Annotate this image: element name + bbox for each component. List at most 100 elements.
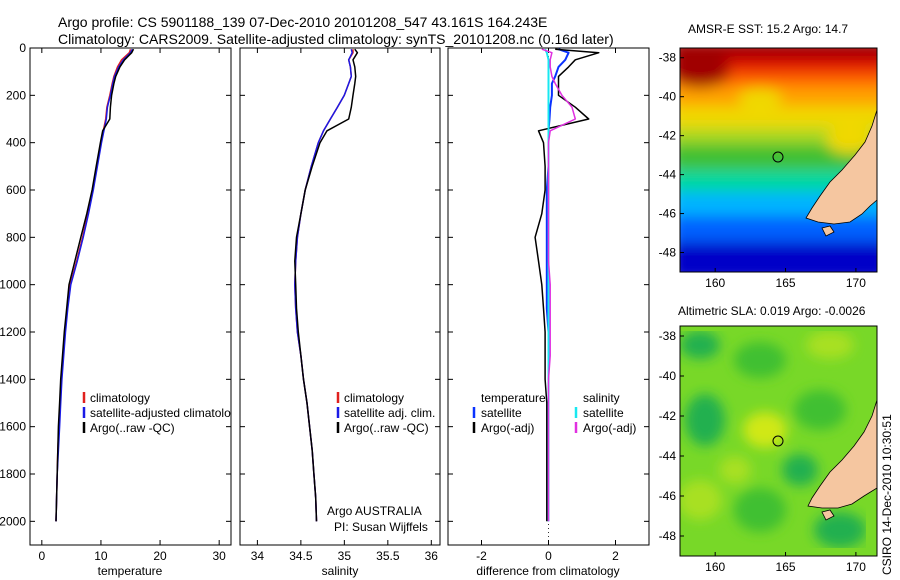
sst-band — [680, 216, 877, 242]
map-y-tick-label: -40 — [659, 369, 677, 383]
sst-map-panel: 160 165 170 -38 -40 -42 -44 -46 -48 — [659, 47, 878, 290]
sla-patch — [794, 390, 846, 430]
map-x-tick-label: 160 — [705, 560, 725, 574]
sla-patch — [743, 412, 787, 448]
sst-warm-patch — [680, 52, 730, 88]
x-tick-label: 2 — [612, 549, 619, 563]
y-tick-label: 200 — [6, 88, 26, 102]
y-tick-label: 1600 — [0, 420, 26, 434]
difference-xlabel: difference from climatology — [476, 564, 619, 578]
y-tick-label: 800 — [6, 230, 26, 244]
y-tick-label: 400 — [6, 136, 26, 150]
map-x-tick-label: 165 — [776, 276, 796, 290]
sst-warm-patch — [738, 88, 782, 108]
figure-title-line-2: Climatology: CARS2009. Satellite-adjuste… — [58, 31, 614, 47]
sla-patch — [734, 488, 786, 532]
sst-band — [680, 242, 877, 272]
x-tick-label: 0 — [38, 549, 45, 563]
x-tick-label: 35 — [338, 549, 352, 563]
sst-map-title: AMSR-E SST: 15.2 Argo: 14.7 — [688, 22, 849, 36]
sst-map-frame — [679, 47, 878, 273]
difference-panel: -2 0 2temperaturesatelliteArgo(-adj)salini… — [447, 47, 650, 578]
sla-patch — [685, 394, 725, 446]
sst-land-south-island — [805, 109, 877, 225]
legend-label: satellite — [583, 406, 624, 420]
sla-patch — [680, 480, 722, 520]
map-y-tick-label: -44 — [659, 168, 677, 182]
x-tick-label: 34.5 — [289, 549, 313, 563]
legend-label: Argo(-adj) — [481, 421, 534, 435]
map-x-tick-label: 170 — [846, 560, 866, 574]
series-line-temperature-argo-adj- — [534, 48, 600, 522]
sla-patch — [806, 331, 854, 359]
sla-field — [680, 331, 866, 548]
y-tick-label: 1000 — [0, 278, 26, 292]
series-line-satellite-adjusted-climatolo — [55, 48, 133, 522]
temperature-panel: 0 10 20 30 0 200 400 600 800 1000 1200 1400 1600 1800… — [0, 41, 232, 578]
sla-patch — [734, 342, 786, 378]
sla-patch — [719, 456, 751, 484]
sst-band — [680, 106, 877, 128]
legend-label: climatology — [90, 391, 150, 405]
legend-label: satellite adj. clim. — [344, 406, 435, 420]
sst-float-marker — [772, 151, 784, 163]
sla-patch — [814, 512, 866, 548]
series-line-argo-raw-qc- — [294, 48, 359, 522]
temperature-xlabel: temperature — [98, 564, 163, 578]
y-tick-label: 1200 — [0, 325, 26, 339]
map-y-tick-label: -48 — [659, 529, 677, 543]
sla-patch — [680, 331, 720, 359]
x-tick-label: 34 — [251, 549, 265, 563]
x-tick-label: 0 — [545, 549, 552, 563]
legend-group-header: salinity — [583, 391, 620, 405]
figure-title-line-1: Argo profile: CS 5901188_139 07-Dec-2010… — [58, 14, 548, 30]
temperature-axes-frame — [29, 47, 232, 546]
sla-float-marker — [772, 435, 784, 447]
float-info-line-2: PI: Susan Wijffels — [334, 520, 428, 534]
map-y-tick-label: -40 — [659, 90, 677, 104]
salinity-axes-frame — [239, 47, 441, 546]
y-tick-label: 0 — [19, 41, 26, 55]
y-tick-label: 1400 — [0, 372, 26, 386]
legend-group-header: temperature — [481, 391, 546, 405]
map-y-tick-label: -42 — [659, 129, 677, 143]
y-tick-label: 1800 — [0, 467, 26, 481]
legend-label: satellite — [481, 406, 522, 420]
sst-band — [680, 72, 877, 86]
map-y-tick-label: -46 — [659, 207, 677, 221]
x-tick-label: 30 — [212, 549, 226, 563]
map-y-tick-label: -38 — [659, 51, 677, 65]
map-y-tick-label: -46 — [659, 489, 677, 503]
map-x-tick-label: 160 — [705, 276, 725, 290]
legend-label: Argo(..raw -QC) — [90, 421, 175, 435]
y-tick-label: 2000 — [0, 514, 26, 528]
map-y-tick-label: -44 — [659, 449, 677, 463]
x-tick-label: -2 — [476, 549, 487, 563]
x-tick-label: 36 — [425, 549, 439, 563]
sla-map-frame — [679, 325, 878, 557]
sla-land-south-island — [807, 399, 877, 509]
x-tick-label: 35.5 — [376, 549, 400, 563]
sla-land-stewart-island — [821, 509, 835, 521]
sla-map-panel: 160 165 170 -38 -40 -42 -44 -46 -48 — [659, 325, 878, 574]
sla-patch — [782, 454, 818, 486]
legend-label: climatology — [344, 391, 404, 405]
sst-band — [680, 48, 877, 58]
legend-label: Argo(..raw -QC) — [344, 421, 429, 435]
map-x-tick-label: 165 — [776, 560, 796, 574]
map-y-tick-label: -38 — [659, 329, 677, 343]
x-tick-label: 10 — [94, 549, 108, 563]
salinity-xlabel: salinity — [322, 564, 359, 578]
series-line-argo-raw-qc- — [55, 48, 135, 522]
y-tick-label: 600 — [6, 183, 26, 197]
map-x-tick-label: 170 — [846, 276, 866, 290]
map-y-tick-label: -42 — [659, 409, 677, 423]
legend-label: Argo(-adj) — [583, 421, 636, 435]
series-line-salinity-argo-adj- — [541, 48, 577, 522]
float-info-line-1: Argo AUSTRALIA — [327, 504, 422, 518]
sla-map-title: Altimetric SLA: 0.019 Argo: -0.0026 — [678, 304, 866, 318]
map-y-tick-label: -48 — [659, 246, 677, 260]
sst-land-stewart-island — [821, 225, 835, 237]
